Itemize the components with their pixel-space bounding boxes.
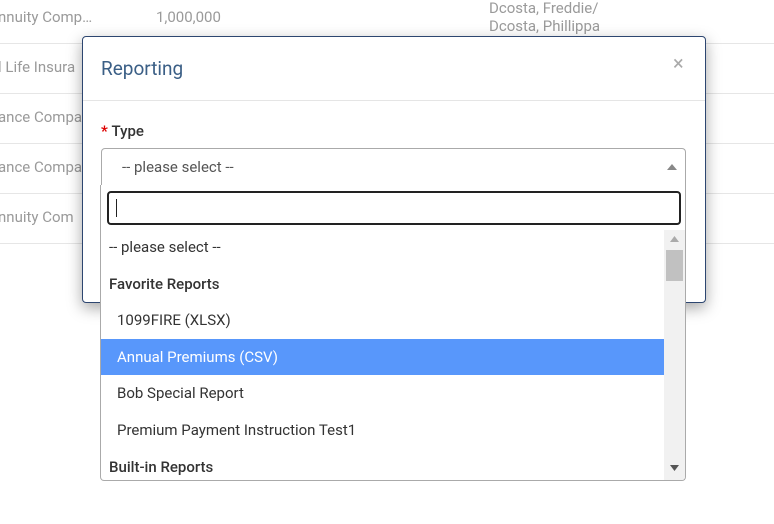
scroll-down[interactable] (670, 465, 679, 471)
option-group: Built-in Reports (109, 457, 214, 476)
company-cell: l Life Insura (0, 58, 76, 76)
caret (116, 199, 117, 217)
header-divider (83, 100, 705, 101)
dropdown: -- please select -- Favorite Reports 1099F… (100, 185, 686, 481)
option-group: Favorite Reports (109, 274, 220, 293)
company-cell: nnuity Com (0, 208, 74, 226)
owner-cell: Dcosta, Freddie/ (489, 0, 599, 17)
select-value: -- please select -- (122, 158, 234, 176)
select-arrow (667, 164, 677, 170)
option[interactable]: -- please select -- (109, 238, 221, 256)
amount-cell: 1,000,000 (156, 8, 221, 26)
option[interactable]: 1099FIRE (XLSX) (117, 311, 231, 330)
company-cell: ance Compa (0, 108, 83, 126)
field-label-wrap: * Type (101, 122, 144, 140)
required-mark: * (101, 122, 108, 140)
scrollbar (664, 230, 685, 480)
close-button[interactable]: × (673, 51, 684, 75)
scroll-thumb[interactable] (666, 250, 683, 281)
option[interactable]: Bob Special Report (117, 384, 244, 403)
field-label: Type (111, 122, 144, 140)
option[interactable]: Annual Premiums (CSV) (101, 338, 664, 375)
search-input[interactable] (107, 191, 681, 225)
option[interactable]: Premium Payment Instruction Test1 (117, 421, 357, 439)
company-cell: ance Compa (0, 158, 83, 176)
owner-cell: Dcosta, Phillippa (489, 17, 601, 35)
scroll-up[interactable] (670, 236, 679, 242)
select-box[interactable]: -- please select -- (101, 148, 686, 186)
modal-title: Reporting (101, 57, 184, 80)
company-cell: nnuity Comp… (0, 8, 93, 26)
